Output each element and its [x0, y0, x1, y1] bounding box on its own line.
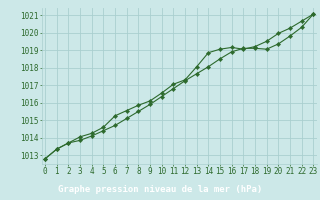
Text: Graphe pression niveau de la mer (hPa): Graphe pression niveau de la mer (hPa): [58, 185, 262, 194]
